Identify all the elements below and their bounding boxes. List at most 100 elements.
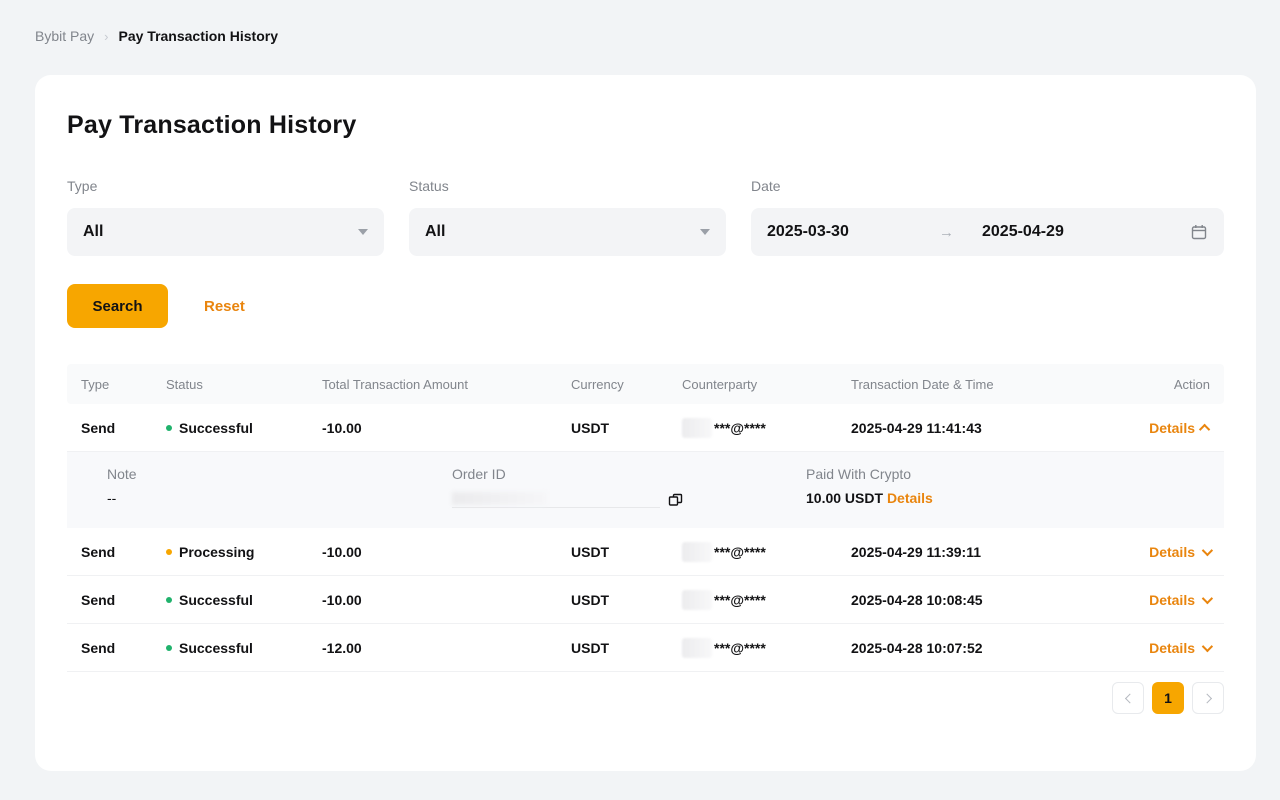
cell-status: Successful xyxy=(166,640,322,656)
cell-action: Details xyxy=(1110,639,1214,656)
pagination-next-button[interactable] xyxy=(1192,682,1224,714)
details-label: Details xyxy=(1149,639,1195,656)
redacted-blur xyxy=(682,589,712,610)
page-title: Pay Transaction History xyxy=(67,111,357,139)
chevron-down-icon xyxy=(1201,640,1214,652)
caret-down-icon xyxy=(700,229,710,235)
filter-date: Date 2025-03-30 → 2025-04-29 xyxy=(751,178,1224,256)
table-row: Send Successful -12.00 USDT ***@**** 202… xyxy=(67,624,1224,672)
cell-status: Processing xyxy=(166,544,322,560)
status-dot-icon xyxy=(166,548,172,555)
cell-counterparty: ***@**** xyxy=(682,417,851,438)
status-select[interactable]: All xyxy=(409,208,726,256)
status-dot-icon xyxy=(166,644,172,651)
chevron-right-icon xyxy=(1201,693,1212,703)
paid-details-link[interactable]: Details xyxy=(886,490,933,506)
calendar-icon[interactable] xyxy=(1190,223,1208,241)
filters-bar: Type All Status All Date 2025-03-30 → 20… xyxy=(67,178,1224,256)
caret-down-icon xyxy=(358,229,368,235)
status-text: Successful xyxy=(179,419,253,436)
chevron-right-icon: › xyxy=(104,28,109,44)
header-currency: Currency xyxy=(571,376,624,392)
note-value: -- xyxy=(107,490,117,506)
header-counterparty: Counterparty xyxy=(682,376,758,392)
details-label: Details xyxy=(1149,419,1195,436)
cell-currency: USDT xyxy=(571,591,610,608)
content-card: Pay Transaction History Type All Status … xyxy=(35,75,1256,771)
cell-counterparty: ***@**** xyxy=(682,541,851,562)
cell-datetime: 2025-04-28 10:08:45 xyxy=(851,591,983,608)
date-range-picker[interactable]: 2025-03-30 → 2025-04-29 xyxy=(751,208,1224,256)
filter-type: Type All xyxy=(67,178,384,256)
counterparty-text: ***@**** xyxy=(714,419,766,436)
details-toggle[interactable]: Details xyxy=(1149,639,1214,656)
type-select-value: All xyxy=(83,223,104,240)
details-toggle[interactable]: Details xyxy=(1149,591,1214,608)
cell-amount: -10.00 xyxy=(322,543,362,560)
order-id-label: Order ID xyxy=(452,466,506,482)
header-type: Type xyxy=(81,376,110,392)
counterparty-text: ***@**** xyxy=(714,591,766,608)
reset-button[interactable]: Reset xyxy=(204,297,245,315)
breadcrumb: Bybit Pay › Pay Transaction History xyxy=(0,0,1280,44)
date-start-value[interactable]: 2025-03-30 xyxy=(767,223,849,240)
date-range-arrow-icon: → xyxy=(939,223,954,241)
cell-status: Successful xyxy=(166,420,322,436)
search-button[interactable]: Search xyxy=(67,284,168,328)
filter-status: Status All xyxy=(409,178,726,256)
table-row: Send Successful -10.00 USDT ***@**** 202… xyxy=(67,576,1224,624)
cell-action: Details xyxy=(1110,419,1211,436)
header-amount: Total Transaction Amount xyxy=(322,376,468,392)
breadcrumb-current: Pay Transaction History xyxy=(118,28,278,44)
cell-currency: USDT xyxy=(571,639,610,656)
status-text: Processing xyxy=(179,543,255,560)
status-text: Successful xyxy=(179,591,253,608)
filter-actions: Search Reset xyxy=(67,284,1224,328)
chevron-up-icon xyxy=(1198,423,1211,435)
detail-order-id: Order ID xyxy=(452,466,806,528)
cell-type: Send xyxy=(81,591,116,608)
details-toggle[interactable]: Details xyxy=(1149,543,1214,560)
cell-currency: USDT xyxy=(571,543,610,560)
status-dot-icon xyxy=(166,424,172,431)
detail-paid-with-crypto: Paid With Crypto 10.00 USDT Details xyxy=(806,466,1210,528)
status-dot-icon xyxy=(166,596,172,603)
redacted-blur xyxy=(682,417,712,438)
cell-amount: -10.00 xyxy=(322,419,362,436)
table-row: Send Processing -10.00 USDT ***@**** 202… xyxy=(67,528,1224,576)
type-select[interactable]: All xyxy=(67,208,384,256)
cell-type: Send xyxy=(81,639,116,656)
chevron-left-icon xyxy=(1124,693,1135,703)
counterparty-text: ***@**** xyxy=(714,639,766,656)
date-label: Date xyxy=(751,178,781,194)
paid-label: Paid With Crypto xyxy=(806,466,912,482)
type-label: Type xyxy=(67,178,98,194)
details-label: Details xyxy=(1149,543,1195,560)
status-label: Status xyxy=(409,178,449,194)
details-toggle[interactable]: Details xyxy=(1149,419,1211,436)
cell-action: Details xyxy=(1110,591,1214,608)
copy-icon[interactable] xyxy=(668,492,683,507)
cell-datetime: 2025-04-28 10:07:52 xyxy=(851,639,983,656)
cell-counterparty: ***@**** xyxy=(682,589,851,610)
date-end-value[interactable]: 2025-04-29 xyxy=(982,223,1064,240)
breadcrumb-bybit-pay[interactable]: Bybit Pay xyxy=(35,28,95,44)
note-label: Note xyxy=(107,466,137,482)
cell-amount: -12.00 xyxy=(322,639,362,656)
cell-currency: USDT xyxy=(571,419,610,436)
cell-amount: -10.00 xyxy=(322,591,362,608)
redacted-blur xyxy=(682,637,712,658)
counterparty-text: ***@**** xyxy=(714,543,766,560)
detail-note: Note -- xyxy=(107,466,452,528)
status-select-value: All xyxy=(425,223,446,240)
table-header-row: Type Status Total Transaction Amount Cur… xyxy=(67,364,1224,404)
cell-datetime: 2025-04-29 11:41:43 xyxy=(851,419,982,436)
header-action: Action xyxy=(1173,376,1210,392)
details-label: Details xyxy=(1149,591,1195,608)
cell-type: Send xyxy=(81,419,116,436)
pagination-prev-button[interactable] xyxy=(1112,682,1144,714)
pagination-page-1[interactable]: 1 xyxy=(1152,682,1184,714)
header-status: Status xyxy=(166,376,203,392)
table-row: Send Successful -10.00 USDT ***@**** 202… xyxy=(67,404,1224,452)
status-text: Successful xyxy=(179,639,253,656)
